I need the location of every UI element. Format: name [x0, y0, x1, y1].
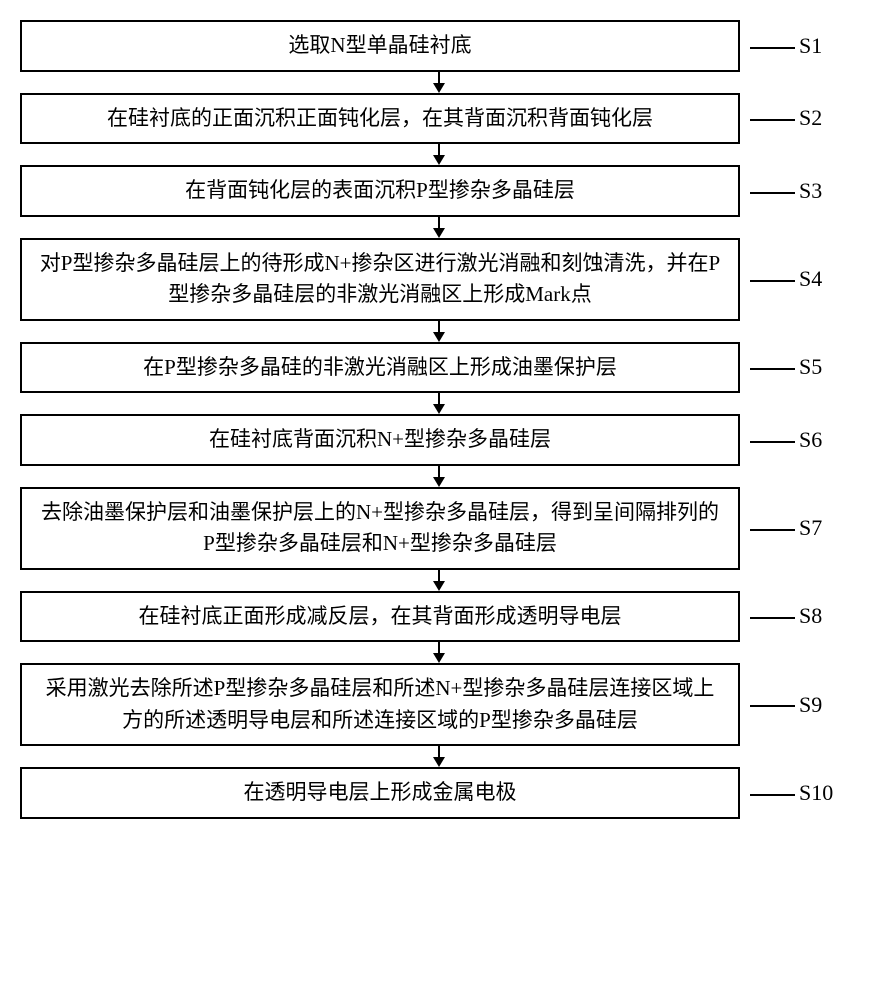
- step-box-s6: 在硅衬底背面沉积N+型掺杂多晶硅层: [20, 414, 740, 466]
- arrow-icon: [79, 466, 799, 487]
- step-row: 在硅衬底背面沉积N+型掺杂多晶硅层 S6: [20, 414, 858, 466]
- step-row: 在P型掺杂多晶硅的非激光消融区上形成油墨保护层 S5: [20, 342, 858, 394]
- step-row: 去除油墨保护层和油墨保护层上的N+型掺杂多晶硅层，得到呈间隔排列的P型掺杂多晶硅…: [20, 487, 858, 570]
- label-text: S9: [799, 692, 822, 717]
- label-line: [750, 47, 795, 49]
- step-text: 在硅衬底的正面沉积正面钝化层，在其背面沉积背面钝化层: [107, 103, 653, 135]
- arrow-icon: [79, 393, 799, 414]
- step-label-s5: S5: [750, 354, 822, 380]
- step-row: 在硅衬底正面形成减反层，在其背面形成透明导电层 S8: [20, 591, 858, 643]
- step-label-s4: S4: [750, 266, 822, 292]
- label-text: S2: [799, 105, 822, 130]
- label-line: [750, 192, 795, 194]
- label-text: S8: [799, 603, 822, 628]
- step-row: 在硅衬底的正面沉积正面钝化层，在其背面沉积背面钝化层 S2: [20, 93, 858, 145]
- step-row: 对P型掺杂多晶硅层上的待形成N+掺杂区进行激光消融和刻蚀清洗，并在P型掺杂多晶硅…: [20, 238, 858, 321]
- arrow-icon: [79, 144, 799, 165]
- label-line: [750, 617, 795, 619]
- step-box-s1: 选取N型单晶硅衬底: [20, 20, 740, 72]
- arrow-icon: [79, 746, 799, 767]
- step-text: 在硅衬底背面沉积N+型掺杂多晶硅层: [209, 424, 551, 456]
- step-box-s2: 在硅衬底的正面沉积正面钝化层，在其背面沉积背面钝化层: [20, 93, 740, 145]
- label-line: [750, 529, 795, 531]
- step-box-s3: 在背面钝化层的表面沉积P型掺杂多晶硅层: [20, 165, 740, 217]
- step-label-s9: S9: [750, 692, 822, 718]
- step-label-s10: S10: [750, 780, 833, 806]
- step-box-s9: 采用激光去除所述P型掺杂多晶硅层和所述N+型掺杂多晶硅层连接区域上方的所述透明导…: [20, 663, 740, 746]
- arrow-icon: [79, 72, 799, 93]
- arrow-icon: [79, 570, 799, 591]
- step-label-s3: S3: [750, 178, 822, 204]
- arrow-icon: [79, 642, 799, 663]
- step-row: 采用激光去除所述P型掺杂多晶硅层和所述N+型掺杂多晶硅层连接区域上方的所述透明导…: [20, 663, 858, 746]
- label-text: S4: [799, 266, 822, 291]
- label-line: [750, 368, 795, 370]
- step-label-s7: S7: [750, 515, 822, 541]
- label-text: S7: [799, 515, 822, 540]
- step-text: 对P型掺杂多晶硅层上的待形成N+掺杂区进行激光消融和刻蚀清洗，并在P型掺杂多晶硅…: [38, 248, 722, 311]
- step-text: 在背面钝化层的表面沉积P型掺杂多晶硅层: [185, 175, 575, 207]
- step-row: 选取N型单晶硅衬底 S1: [20, 20, 858, 72]
- label-line: [750, 119, 795, 121]
- arrow-icon: [79, 217, 799, 238]
- label-text: S6: [799, 427, 822, 452]
- arrow-icon: [79, 321, 799, 342]
- label-text: S5: [799, 354, 822, 379]
- label-text: S3: [799, 178, 822, 203]
- step-label-s1: S1: [750, 33, 822, 59]
- step-box-s5: 在P型掺杂多晶硅的非激光消融区上形成油墨保护层: [20, 342, 740, 394]
- label-text: S1: [799, 33, 822, 58]
- step-text: 在硅衬底正面形成减反层，在其背面形成透明导电层: [139, 601, 622, 633]
- step-text: 在P型掺杂多晶硅的非激光消融区上形成油墨保护层: [143, 352, 617, 384]
- step-box-s10: 在透明导电层上形成金属电极: [20, 767, 740, 819]
- step-row: 在背面钝化层的表面沉积P型掺杂多晶硅层 S3: [20, 165, 858, 217]
- step-text: 选取N型单晶硅衬底: [288, 30, 471, 62]
- step-box-s4: 对P型掺杂多晶硅层上的待形成N+掺杂区进行激光消融和刻蚀清洗，并在P型掺杂多晶硅…: [20, 238, 740, 321]
- step-box-s8: 在硅衬底正面形成减反层，在其背面形成透明导电层: [20, 591, 740, 643]
- label-line: [750, 794, 795, 796]
- step-label-s6: S6: [750, 427, 822, 453]
- step-row: 在透明导电层上形成金属电极 S10: [20, 767, 858, 819]
- step-box-s7: 去除油墨保护层和油墨保护层上的N+型掺杂多晶硅层，得到呈间隔排列的P型掺杂多晶硅…: [20, 487, 740, 570]
- step-text: 去除油墨保护层和油墨保护层上的N+型掺杂多晶硅层，得到呈间隔排列的P型掺杂多晶硅…: [38, 497, 722, 560]
- label-text: S10: [799, 780, 833, 805]
- label-line: [750, 441, 795, 443]
- label-line: [750, 280, 795, 282]
- flowchart-container: 选取N型单晶硅衬底 S1 在硅衬底的正面沉积正面钝化层，在其背面沉积背面钝化层 …: [20, 20, 858, 819]
- step-text: 在透明导电层上形成金属电极: [244, 777, 517, 809]
- step-label-s8: S8: [750, 603, 822, 629]
- label-line: [750, 705, 795, 707]
- step-label-s2: S2: [750, 105, 822, 131]
- step-text: 采用激光去除所述P型掺杂多晶硅层和所述N+型掺杂多晶硅层连接区域上方的所述透明导…: [38, 673, 722, 736]
